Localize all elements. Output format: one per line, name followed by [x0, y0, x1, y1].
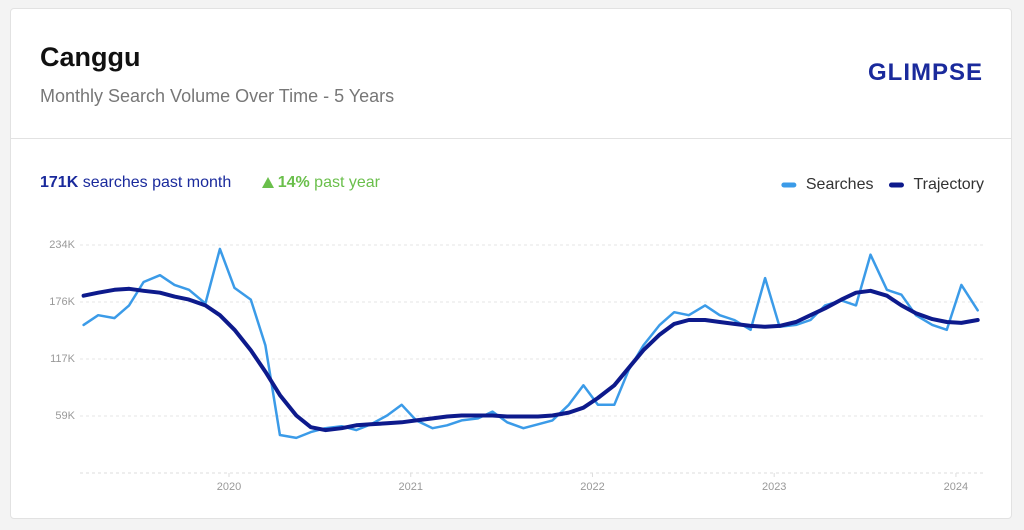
legend-label: Searches [806, 176, 874, 193]
legend-label: Trajectory [913, 176, 984, 193]
subtitle: Monthly Search Volume Over Time - 5 Year… [40, 86, 395, 106]
change-value: 14% [277, 174, 310, 191]
title: Canggu [40, 42, 141, 72]
change: 14% past year [261, 174, 380, 191]
x-tick-label: 2024 [944, 481, 968, 493]
stats: 171K searches past month 14% past year [40, 174, 380, 192]
x-tick-label: 2023 [762, 481, 786, 493]
card: Canggu Monthly Search Volume Over Time -… [10, 8, 1012, 519]
x-tick-label: 2021 [399, 481, 423, 493]
y-tick-label: 117K [50, 353, 76, 365]
series-line [81, 286, 980, 433]
stat-label: searches past month [82, 174, 232, 191]
change-label: past year [314, 174, 380, 191]
y-tick-label: 234K [49, 239, 75, 251]
x-tick-label: 2022 [580, 481, 604, 493]
brand-logo[interactable]: GLIMPSE [867, 59, 983, 86]
y-tick-label: 176K [49, 296, 75, 308]
header: Canggu Monthly Search Volume Over Time -… [11, 9, 1011, 139]
x-tick-label: 2020 [217, 481, 241, 493]
stat-value: 171K [40, 174, 79, 191]
series-line [82, 247, 979, 440]
y-tick-label: 59K [55, 410, 75, 422]
up-arrow [261, 177, 274, 188]
